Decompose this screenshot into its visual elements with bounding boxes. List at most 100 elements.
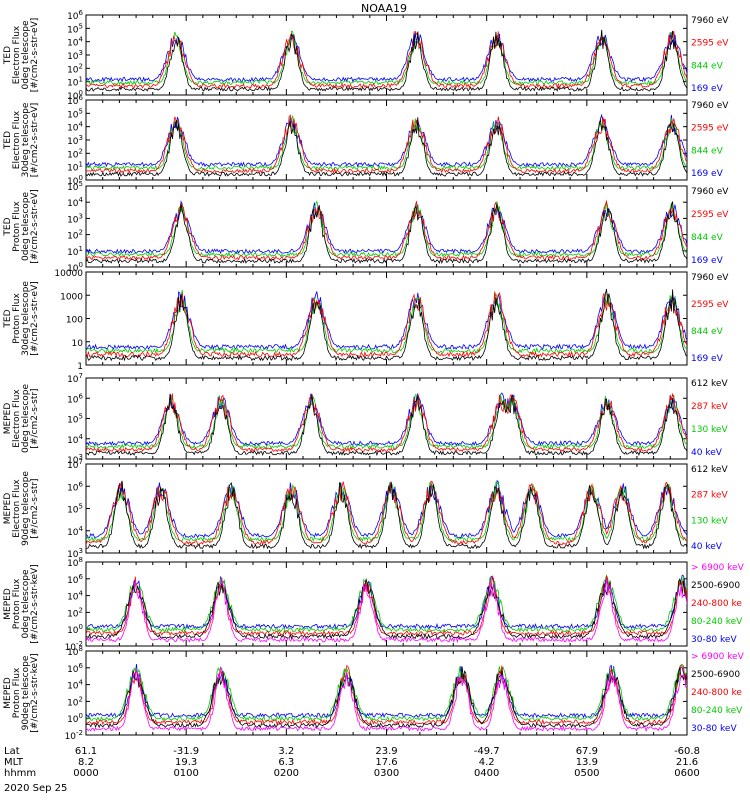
footer-row-label: hhmm bbox=[4, 768, 36, 779]
ylabel-line: 0deg telescope bbox=[21, 192, 31, 262]
ylabel-line: Electron Flux bbox=[12, 389, 22, 448]
footer-value-mlt: 21.6 bbox=[676, 757, 698, 768]
legend-entry: 30-80 keV bbox=[691, 724, 737, 734]
ytick-label: 10-2 bbox=[65, 729, 83, 742]
legend-entry: > 6900 keV bbox=[691, 563, 745, 573]
series-trace bbox=[86, 30, 687, 89]
legend-entry: 2595 eV bbox=[691, 300, 729, 310]
ytick-label: 103 bbox=[67, 547, 83, 560]
footer-value-lat: 61.1 bbox=[75, 746, 97, 757]
ytick-label: 100 bbox=[67, 174, 83, 187]
plot-frame bbox=[85, 14, 688, 96]
legend-entry: 287 keV bbox=[691, 402, 728, 412]
legend-entry: 130 keV bbox=[691, 516, 728, 526]
ylabel-line: MEPED bbox=[3, 403, 13, 435]
ytick-label: 104 bbox=[67, 590, 83, 603]
legend-entry: 40 keV bbox=[691, 542, 723, 552]
panel-5: 103 104 105 106 107 MEPED Electron Flux 0deg te… bbox=[3, 372, 728, 466]
footer-value-lat: 3.2 bbox=[278, 746, 294, 757]
footer-value-mlt: 6.3 bbox=[278, 757, 294, 768]
ytick-label: 104 bbox=[67, 433, 83, 446]
series-trace bbox=[86, 113, 687, 168]
series-trace bbox=[86, 288, 687, 362]
series-trace bbox=[86, 577, 687, 640]
ylabel-line: Electron Flux bbox=[12, 25, 22, 84]
ylabel-line: 30deg telescope bbox=[21, 281, 31, 356]
series-trace bbox=[86, 289, 687, 355]
series-trace bbox=[86, 666, 687, 733]
series-trace bbox=[86, 575, 687, 637]
panel-8: 10-2 100 102 104 106 108 MEPED Proton Flux 90deg… bbox=[3, 645, 745, 742]
panel-3: 100 101 102 103 104 105 TED Proton Flux 0deg tel… bbox=[3, 180, 729, 274]
ytick-label: 100 bbox=[66, 316, 83, 326]
ytick-label: 103 bbox=[67, 49, 83, 62]
series-trace bbox=[86, 200, 687, 258]
ytick-label: 105 bbox=[67, 503, 83, 516]
ytick-label: 102 bbox=[67, 147, 83, 160]
footer-value-hhmm: 0000 bbox=[73, 768, 98, 779]
ytick-label: 107 bbox=[67, 372, 83, 385]
ytick-label: 107 bbox=[67, 458, 83, 471]
series-trace bbox=[86, 29, 687, 92]
ytick-label: 106 bbox=[67, 573, 83, 586]
legend-entry: 240-800 ke bbox=[691, 599, 742, 609]
series-trace bbox=[86, 117, 687, 177]
series-trace bbox=[86, 664, 687, 722]
legend-entry: 612 keV bbox=[691, 379, 728, 389]
legend-entry: 130 keV bbox=[691, 425, 728, 435]
ylabel-line: 0deg telescope bbox=[21, 20, 31, 90]
ytick-label: 103 bbox=[67, 134, 83, 147]
footer-value-mlt: 8.2 bbox=[78, 757, 94, 768]
series-trace bbox=[86, 394, 687, 450]
series-trace bbox=[86, 291, 687, 358]
ylabel-line: [#/cm2-s-str] bbox=[30, 388, 40, 448]
ylabel-line: 90deg telescope bbox=[21, 655, 31, 730]
footer-value-hhmm: 0400 bbox=[474, 768, 499, 779]
ytick-label: 104 bbox=[67, 121, 83, 134]
legend-entry: 2500-6900 bbox=[691, 581, 740, 591]
ylabel-line: [#/cm2-s-str-eV] bbox=[30, 18, 40, 93]
footer-value-lat: 23.9 bbox=[375, 746, 397, 757]
series-trace bbox=[86, 663, 687, 719]
footer-value-mlt: 19.3 bbox=[175, 757, 197, 768]
legend-entry: 169 eV bbox=[691, 256, 724, 266]
ylabel-line: [#/cm2-s-str-keV] bbox=[30, 653, 40, 732]
plot-frame bbox=[85, 650, 688, 736]
legend-entry: 287 keV bbox=[691, 491, 728, 501]
footer-value-hhmm: 0600 bbox=[674, 768, 699, 779]
footer-value-mlt: 13.9 bbox=[576, 757, 598, 768]
ylabel-line: Proton Flux bbox=[12, 293, 22, 344]
ytick-label: 100 bbox=[67, 261, 83, 274]
series-trace bbox=[86, 392, 687, 447]
legend-entry: 844 eV bbox=[691, 233, 724, 243]
panel-4: 1 10 100 1000 10000 TED Proton Flux 30deg teles… bbox=[3, 269, 729, 372]
legend-entry: 844 eV bbox=[691, 61, 724, 71]
legend-entry: 80-240 keV bbox=[691, 706, 743, 716]
ytick-label: 105 bbox=[67, 107, 83, 120]
ytick-label: 101 bbox=[67, 76, 83, 89]
ytick-label: 105 bbox=[67, 22, 83, 35]
legend-entry: 7960 eV bbox=[691, 16, 729, 26]
series-trace bbox=[86, 574, 687, 630]
date-label: 2020 Sep 25 bbox=[4, 783, 67, 794]
ytick-label: 108 bbox=[67, 645, 83, 658]
ytick-label: 105 bbox=[67, 413, 83, 426]
series-trace bbox=[86, 666, 687, 729]
ylabel-line: MEPED bbox=[3, 677, 13, 709]
ytick-label: 102 bbox=[67, 62, 83, 75]
ytick-label: 104 bbox=[67, 196, 83, 209]
legend-entry: > 6900 keV bbox=[691, 652, 745, 662]
ylabel-line: Proton Flux bbox=[12, 578, 22, 629]
ytick-label: 104 bbox=[67, 525, 83, 538]
footer-value-hhmm: 0300 bbox=[374, 768, 399, 779]
ytick-label: 103 bbox=[67, 212, 83, 225]
legend-entry: 169 eV bbox=[691, 169, 724, 179]
ytick-label: 100 bbox=[67, 89, 83, 102]
ylabel-line: [#/cm2-s-str-eV] bbox=[30, 189, 40, 264]
series-trace bbox=[86, 664, 687, 726]
ytick-label: 106 bbox=[67, 480, 83, 493]
chart-title: NOAA19 bbox=[361, 2, 407, 15]
series-trace bbox=[86, 479, 687, 539]
